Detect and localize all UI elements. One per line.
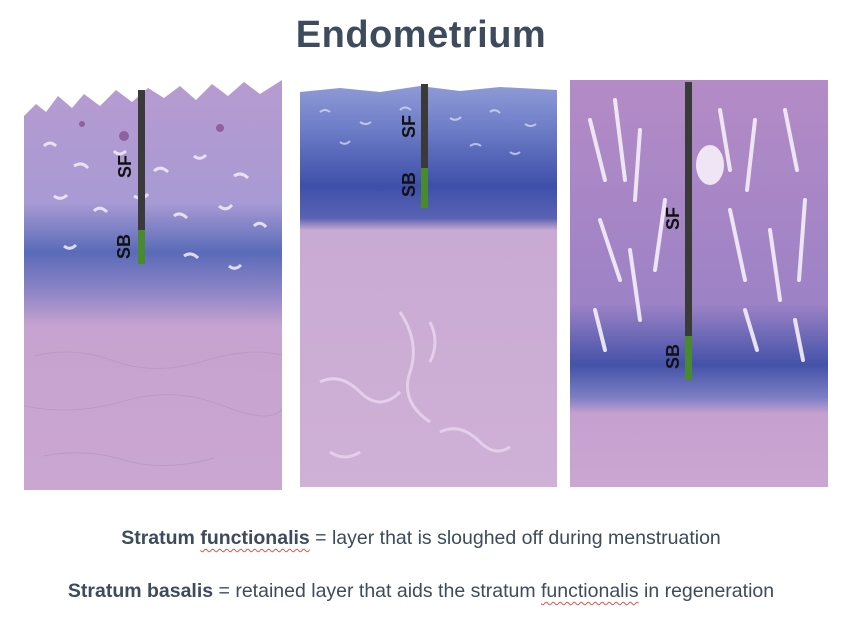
histology-image-1: SF SB <box>24 76 282 490</box>
sb-label-3: SB <box>663 343 684 370</box>
sb-label-1: SB <box>114 233 135 260</box>
basalis-bar-1 <box>138 230 145 264</box>
tissue-illustration-3 <box>570 80 828 487</box>
tissue-illustration-1 <box>24 80 282 490</box>
functionalis-term-underlined: functionalis <box>200 527 310 549</box>
basalis-definition-underlined: functionalis <box>541 580 639 602</box>
basalis-definition-start: = retained layer that aids the stratum <box>213 580 542 602</box>
basalis-bar-3 <box>685 336 692 380</box>
sf-label-2: SF <box>399 114 420 139</box>
tissue-illustration-2 <box>300 86 557 487</box>
functionalis-definition: = layer that is sloughed off during mens… <box>309 527 721 549</box>
functionalis-term: Stratum functionalis <box>121 527 310 549</box>
basalis-definition-end: in regeneration <box>638 580 775 602</box>
functionalis-bar-2 <box>421 84 428 168</box>
sf-label-3: SF <box>663 206 684 231</box>
basalis-caption: Stratum basalis = retained layer that ai… <box>0 580 842 603</box>
histology-image-2: SF SB <box>300 82 557 487</box>
functionalis-bar-3 <box>685 82 692 336</box>
functionalis-bar-1 <box>138 90 145 230</box>
basalis-term: Stratum basalis <box>67 580 214 602</box>
sb-label-2: SB <box>399 171 420 198</box>
sf-label-1: SF <box>115 154 136 179</box>
slide-title: Endometrium <box>295 14 547 56</box>
histology-image-3: SF SB <box>570 80 828 487</box>
basalis-bar-2 <box>421 168 428 208</box>
functionalis-caption: Stratum functionalis = layer that is slo… <box>0 527 842 550</box>
